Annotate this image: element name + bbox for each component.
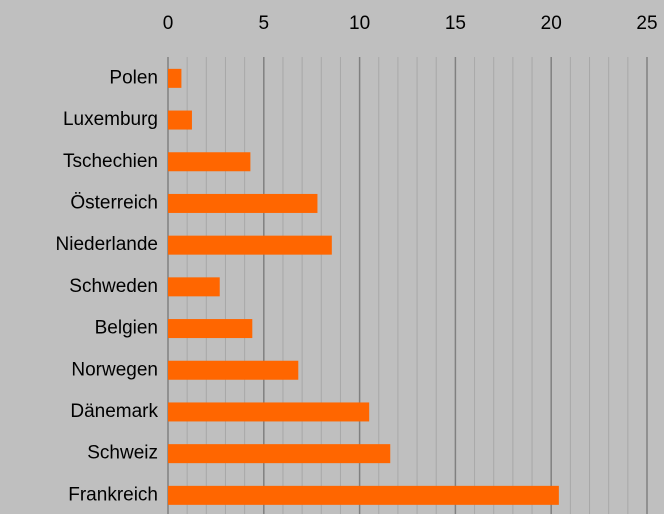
bar — [168, 402, 370, 422]
y-tick-label: Niederlande — [56, 234, 158, 255]
y-tick-label: Schweden — [69, 276, 158, 297]
y-tick-label: Österreich — [70, 192, 158, 213]
y-tick-label: Schweiz — [87, 443, 158, 464]
bar — [168, 193, 318, 213]
bar — [168, 110, 192, 130]
bar — [168, 360, 299, 380]
x-tick-label: 0 — [163, 13, 174, 34]
x-tick-label: 15 — [445, 13, 466, 34]
bar — [168, 485, 559, 505]
bar — [168, 235, 332, 255]
x-tick-label: 10 — [349, 13, 370, 34]
y-tick-label: Dänemark — [70, 401, 158, 422]
x-tick-label: 25 — [636, 13, 657, 34]
bar — [168, 68, 182, 88]
bar — [168, 319, 253, 339]
x-tick-label: 20 — [541, 13, 562, 34]
x-tick-label: 5 — [259, 13, 270, 34]
y-tick-label: Luxemburg — [63, 109, 158, 130]
y-tick-label: Frankreich — [68, 484, 158, 505]
y-tick-label: Belgien — [95, 318, 158, 339]
y-tick-label: Tschechien — [63, 151, 158, 172]
y-tick-label: Norwegen — [71, 359, 158, 380]
y-tick-label: Polen — [109, 67, 158, 88]
bar — [168, 444, 391, 464]
bar — [168, 277, 220, 297]
bar — [168, 152, 251, 172]
